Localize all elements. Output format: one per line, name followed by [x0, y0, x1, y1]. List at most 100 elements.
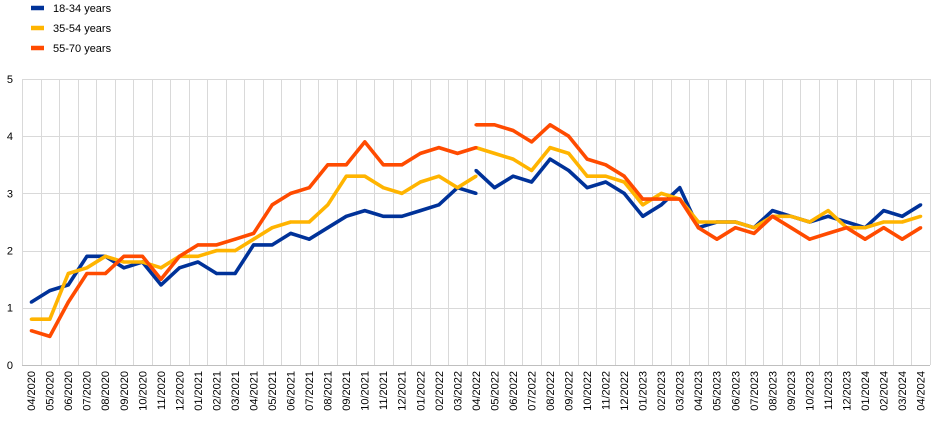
data-point-35-54-years	[492, 151, 497, 155]
legend-label: 35-54 years	[53, 23, 112, 35]
data-point-35-54-years	[215, 249, 219, 253]
legend: 18-34 years 35-54 years 55-70 years	[31, 3, 112, 55]
x-tick-label: 02/2023	[656, 371, 668, 411]
data-point-55-70-years	[715, 237, 719, 241]
data-point-35-54-years	[400, 191, 404, 195]
data-point-18-34-years	[641, 214, 645, 218]
data-point-55-70-years	[492, 123, 497, 127]
data-point-55-70-years	[307, 186, 311, 190]
data-point-18-34-years	[159, 283, 163, 287]
data-point-18-34-years	[85, 254, 89, 258]
data-point-18-34-years	[548, 157, 552, 161]
data-point-55-70-years	[548, 123, 552, 127]
data-point-18-34-years	[604, 180, 608, 184]
data-point-35-54-years	[511, 157, 515, 161]
data-point-35-54-years	[344, 174, 348, 178]
data-point-35-54-years	[48, 317, 52, 321]
x-tick-label: 03/2023	[675, 371, 687, 411]
data-point-35-54-years	[140, 260, 144, 264]
data-point-18-34-years	[585, 186, 589, 190]
data-point-35-54-years	[659, 191, 663, 195]
x-tick-label: 06/2023	[730, 371, 742, 411]
data-point-55-70-years	[530, 140, 534, 144]
data-point-55-70-years	[177, 254, 182, 258]
y-tick-label: 2	[7, 245, 13, 257]
data-point-35-54-years	[567, 151, 571, 155]
x-axis: 04/2020 05/2020 06/2020 07/2020 08/2020 09/20…	[26, 371, 927, 411]
data-point-35-54-years	[548, 146, 552, 150]
data-point-55-70-years	[733, 226, 738, 230]
data-point-35-54-years	[252, 237, 256, 241]
data-point-18-34-years	[363, 209, 367, 213]
data-point-35-54-years	[196, 254, 200, 258]
data-point-35-54-years	[326, 203, 330, 207]
data-point-18-34-years	[307, 237, 311, 241]
data-point-55-70-years	[270, 203, 274, 207]
data-point-18-34-years	[474, 168, 478, 173]
x-tick-label: 11/2020	[156, 371, 168, 410]
data-point-55-70-years	[85, 271, 89, 276]
data-point-35-54-years	[233, 249, 237, 253]
data-point-18-34-years	[215, 271, 219, 276]
data-point-55-70-years	[474, 146, 478, 150]
data-point-35-54-years	[381, 186, 385, 190]
data-point-18-34-years	[252, 243, 256, 247]
x-tick-label: 08/2021	[323, 371, 335, 411]
data-point-35-54-years	[437, 174, 441, 178]
data-point-55-70-years	[826, 231, 830, 235]
x-tick-label: 06/2020	[63, 371, 75, 411]
data-point-18-34-years	[48, 289, 52, 293]
x-tick-label: 04/2024	[916, 371, 928, 411]
x-tick-label: 11/2023	[823, 371, 835, 410]
data-point-55-70-years	[289, 191, 293, 195]
data-point-55-70-years	[622, 174, 626, 178]
data-point-18-34-years	[418, 209, 422, 213]
x-tick-label: 12/2020	[174, 371, 186, 411]
data-point-18-34-years	[437, 203, 441, 207]
data-point-55-70-years	[344, 163, 348, 167]
data-point-35-54-years	[66, 271, 70, 276]
data-point-55-70-years	[770, 214, 775, 218]
x-tick-label: 05/2023	[712, 371, 724, 411]
legend-label: 55-70 years	[53, 43, 112, 55]
data-point-55-70-years	[752, 231, 756, 235]
data-point-18-34-years	[678, 186, 682, 190]
x-tick-label: 01/2022	[415, 371, 427, 411]
data-point-35-54-years	[622, 180, 626, 184]
data-point-35-54-years	[715, 220, 719, 224]
x-tick-label: 07/2023	[749, 371, 761, 411]
x-tick-label: 06/2021	[286, 371, 298, 411]
data-point-55-70-years	[66, 300, 70, 304]
x-tick-label: 01/2023	[638, 371, 650, 411]
data-point-55-70-years	[919, 226, 923, 230]
x-tick-label: 03/2021	[230, 371, 242, 411]
y-tick-label: 3	[7, 188, 13, 200]
data-point-35-54-years	[752, 226, 756, 230]
data-point-18-34-years	[659, 203, 663, 207]
x-tick-label: 07/2022	[526, 371, 538, 411]
data-point-55-70-years	[252, 231, 256, 235]
data-point-35-54-years	[733, 220, 738, 224]
x-tick-label: 05/2022	[489, 371, 501, 411]
x-tick-label: 12/2022	[619, 371, 631, 411]
x-tick-label: 04/2021	[248, 371, 260, 411]
x-tick-label: 05/2021	[267, 371, 279, 411]
x-tick-label: 10/2023	[804, 371, 816, 411]
data-point-55-70-years	[659, 197, 663, 201]
data-point-35-54-years	[159, 266, 163, 270]
data-point-35-54-years	[604, 174, 608, 178]
data-point-35-54-years	[29, 317, 33, 321]
x-tick-label: 09/2021	[341, 371, 353, 411]
x-tick-label: 01/2024	[860, 371, 872, 411]
data-point-55-70-years	[326, 163, 330, 167]
data-point-18-34-years	[900, 214, 904, 218]
x-tick-label: 09/2022	[564, 371, 576, 411]
x-tick-label: 09/2023	[786, 371, 798, 411]
data-point-55-70-years	[882, 226, 886, 230]
x-tick-label: 10/2020	[137, 371, 149, 411]
x-tick-label: 09/2020	[119, 371, 131, 411]
data-point-35-54-years	[585, 174, 589, 178]
data-point-55-70-years	[140, 254, 144, 258]
x-tick-label: 11/2022	[601, 371, 613, 410]
